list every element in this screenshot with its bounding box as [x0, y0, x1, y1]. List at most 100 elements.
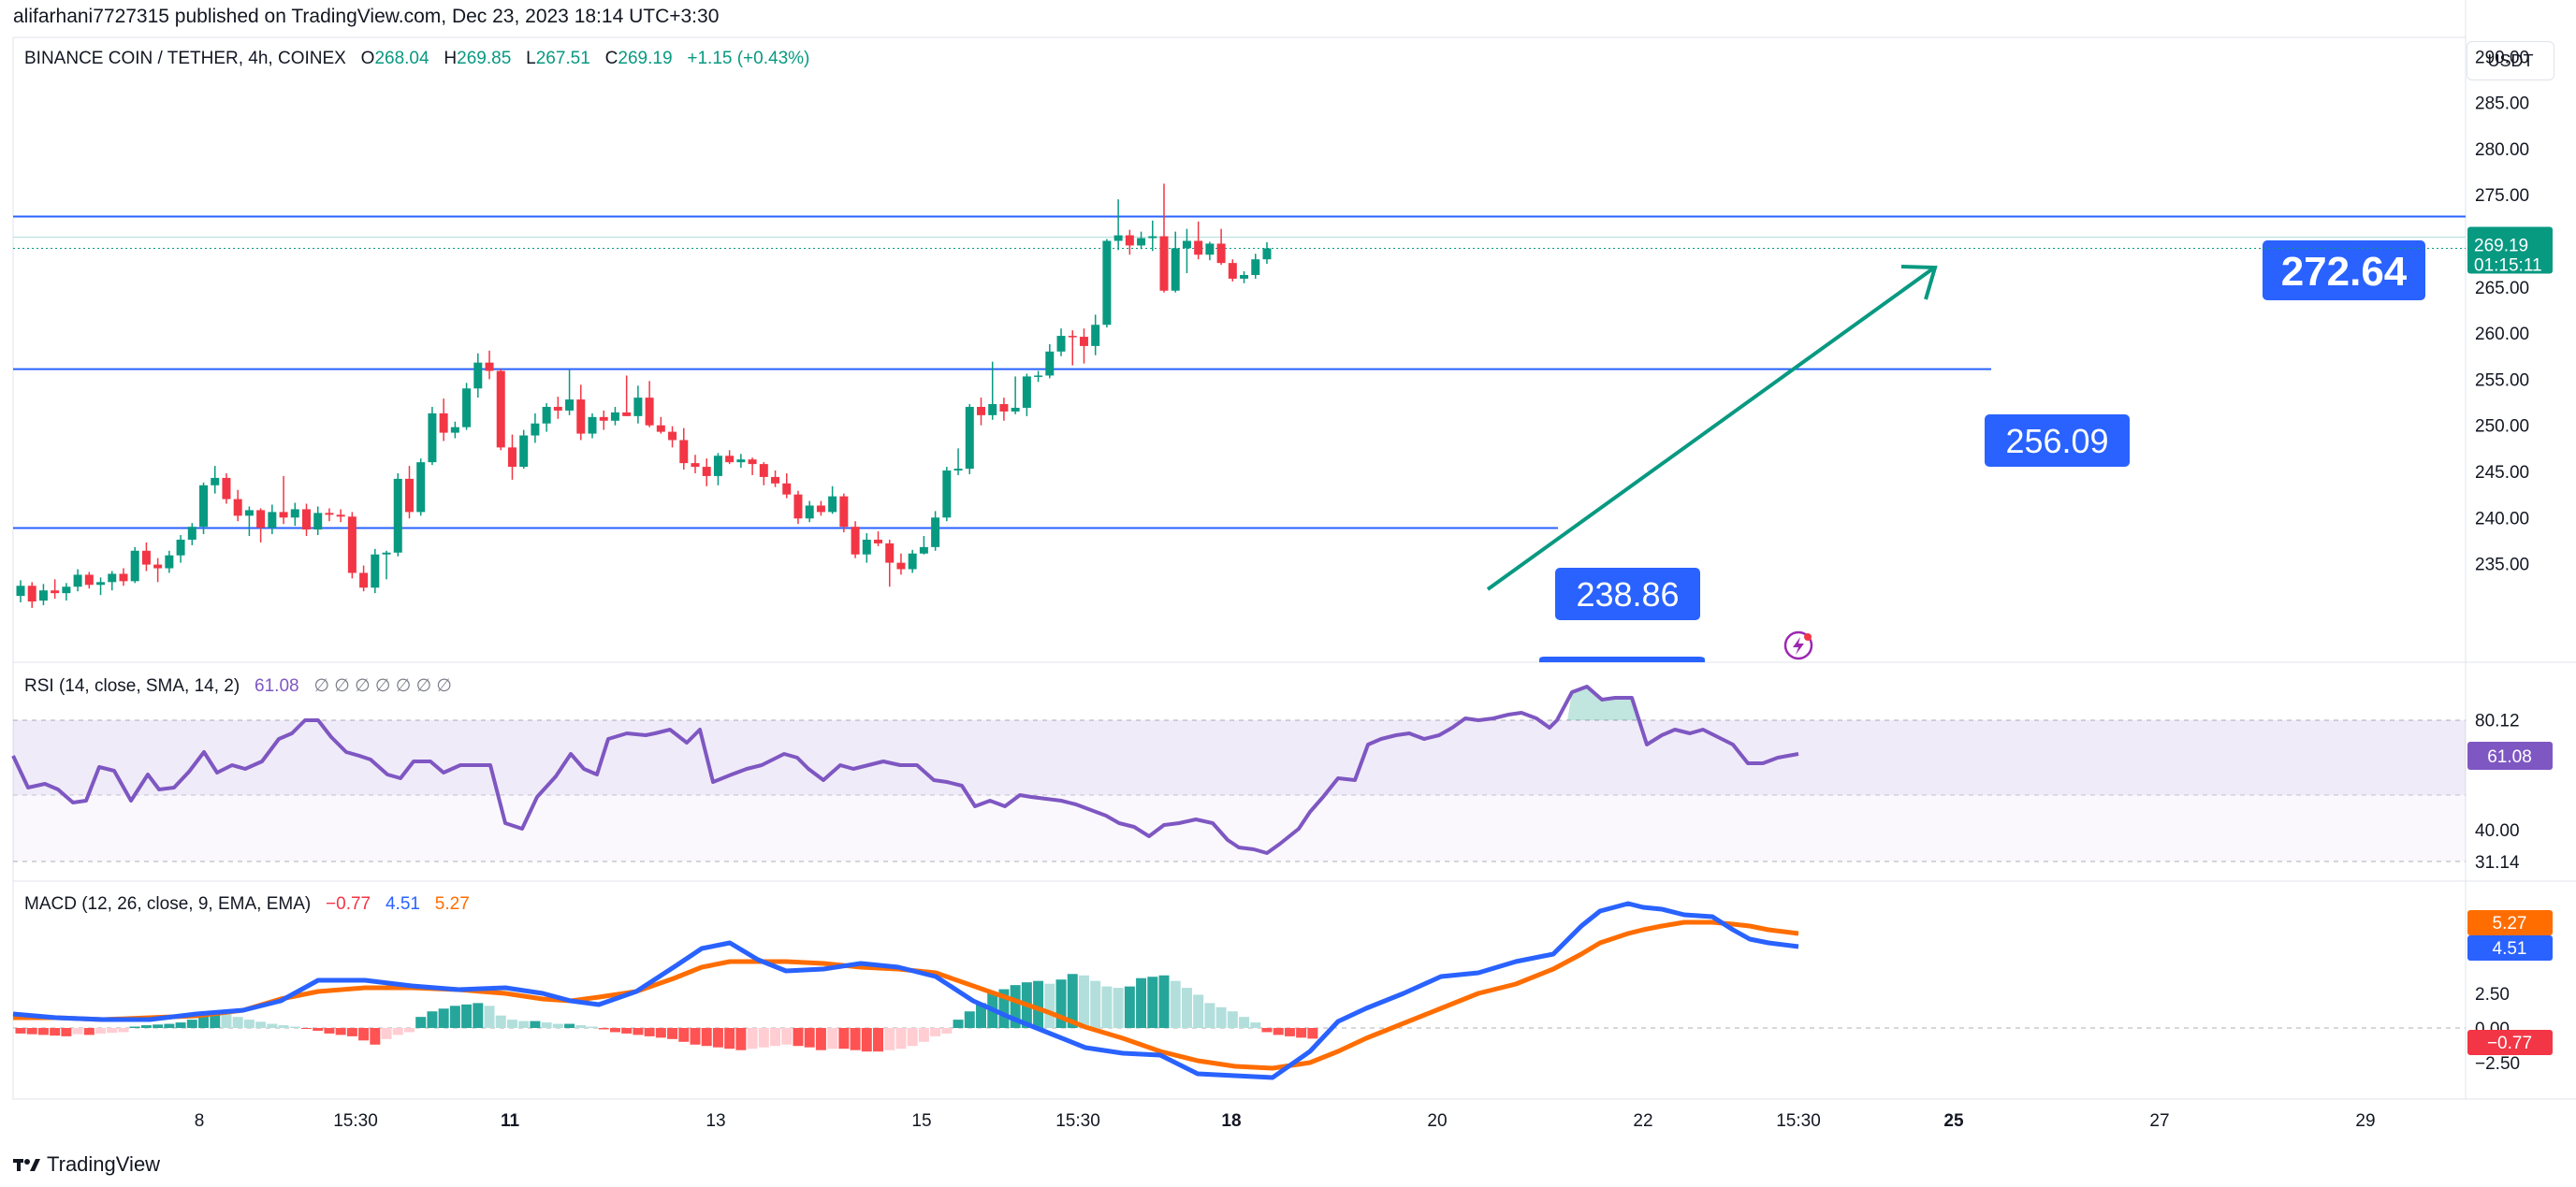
candle-body[interactable] — [919, 546, 928, 554]
candle-body[interactable] — [965, 406, 974, 470]
candle-body[interactable] — [336, 514, 345, 517]
candle-body[interactable] — [793, 494, 803, 519]
rsi-line[interactable] — [11, 685, 1799, 855]
candle-body[interactable] — [1091, 325, 1100, 346]
candle-body[interactable] — [1171, 248, 1180, 291]
candle-body[interactable] — [1079, 337, 1088, 346]
candle-body[interactable] — [656, 425, 665, 432]
candle-body[interactable] — [233, 499, 242, 516]
candle-body[interactable] — [782, 483, 792, 495]
candle-body[interactable] — [439, 413, 448, 433]
candle-body[interactable] — [290, 509, 299, 518]
candle-body[interactable] — [473, 362, 483, 389]
candle-body[interactable] — [176, 539, 185, 556]
candle-body[interactable] — [73, 574, 82, 587]
candle-body[interactable] — [1228, 263, 1237, 279]
candle-body[interactable] — [1137, 238, 1146, 246]
candle-body[interactable] — [953, 469, 963, 471]
candle-body[interactable] — [450, 427, 459, 433]
macd-signal-line[interactable] — [13, 919, 1799, 1071]
candle-body[interactable] — [27, 586, 36, 602]
candle-body[interactable] — [713, 456, 722, 476]
candle-body[interactable] — [199, 485, 209, 528]
candle-body[interactable] — [268, 512, 277, 528]
candle-body[interactable] — [942, 470, 952, 518]
candle-body[interactable] — [211, 477, 220, 485]
candle-body[interactable] — [416, 462, 426, 513]
candle-body[interactable] — [359, 572, 369, 588]
candle-body[interactable] — [1216, 243, 1226, 264]
candle-body[interactable] — [999, 404, 1009, 412]
candle-body[interactable] — [279, 512, 288, 518]
candle-body[interactable] — [725, 456, 735, 463]
macd-line[interactable] — [12, 901, 1799, 1080]
candle-body[interactable] — [839, 496, 849, 528]
candle-body[interactable] — [736, 459, 746, 463]
candle-body[interactable] — [1240, 274, 1249, 279]
candle-body[interactable] — [610, 412, 619, 421]
candle-body[interactable] — [302, 509, 311, 530]
candle-body[interactable] — [691, 463, 700, 468]
candle-body[interactable] — [1182, 240, 1191, 249]
candle-body[interactable] — [988, 404, 997, 415]
candle-body[interactable] — [404, 478, 414, 513]
candle-body[interactable] — [771, 476, 780, 484]
candle-body[interactable] — [130, 550, 139, 582]
candle-body[interactable] — [325, 513, 334, 515]
candle-body[interactable] — [531, 423, 540, 436]
level-tag[interactable] — [1555, 568, 1700, 620]
candle-body[interactable] — [1011, 407, 1020, 412]
candle-body[interactable] — [84, 574, 94, 586]
candle-body[interactable] — [542, 406, 551, 424]
candle-body[interactable] — [382, 552, 391, 555]
candle-body[interactable] — [393, 478, 402, 553]
candle-body[interactable] — [805, 505, 814, 519]
candle-body[interactable] — [1251, 259, 1260, 275]
candle-body[interactable] — [633, 398, 643, 416]
lightning-icon[interactable] — [1783, 630, 1813, 660]
candle-body[interactable] — [165, 555, 174, 569]
candle-body[interactable] — [816, 505, 825, 513]
tradingview-logo[interactable]: TradingView — [13, 1152, 160, 1177]
level-tag[interactable] — [2263, 240, 2425, 300]
rsi-legend[interactable]: RSI (14, close, SMA, 14, 2) 61.08 ∅ ∅ ∅ … — [24, 675, 452, 697]
candle-body[interactable] — [256, 510, 266, 528]
candle-body[interactable] — [347, 516, 357, 573]
candle-body[interactable] — [874, 539, 882, 543]
candle-body[interactable] — [759, 464, 768, 477]
candle-body[interactable] — [748, 459, 757, 465]
candle-body[interactable] — [1205, 243, 1215, 255]
candle-body[interactable] — [645, 398, 654, 426]
candle-body[interactable] — [1125, 235, 1134, 246]
candle-body[interactable] — [1159, 236, 1169, 291]
candle-body[interactable] — [622, 412, 632, 416]
candle-body[interactable] — [599, 416, 608, 421]
candle-body[interactable] — [576, 399, 586, 434]
level-tag[interactable] — [1985, 414, 2130, 467]
trend-arrow-line[interactable] — [1486, 267, 1935, 591]
candle-body[interactable] — [1113, 235, 1123, 241]
candle-body[interactable] — [519, 435, 529, 468]
candle-body[interactable] — [428, 413, 437, 463]
candle-body[interactable] — [885, 543, 895, 563]
candle-body[interactable] — [496, 370, 505, 448]
macd-legend[interactable]: MACD (12, 26, close, 9, EMA, EMA) −0.77 … — [24, 894, 470, 915]
candle-body[interactable] — [51, 590, 60, 594]
candle-body[interactable] — [908, 553, 917, 570]
candle-body[interactable] — [62, 586, 71, 594]
candle-body[interactable] — [244, 510, 254, 516]
candle-body[interactable] — [828, 496, 837, 513]
candle-body[interactable] — [141, 550, 151, 565]
candle-body[interactable] — [976, 406, 985, 415]
candle-body[interactable] — [862, 539, 871, 555]
candle-body[interactable] — [1068, 336, 1077, 338]
candle-body[interactable] — [187, 527, 196, 540]
candle-body[interactable] — [153, 564, 163, 569]
symbol-title[interactable]: BINANCE COIN / TETHER, 4h, COINEX — [24, 49, 346, 68]
candle-body[interactable] — [119, 573, 128, 582]
candle-body[interactable] — [1262, 248, 1272, 260]
candle-body[interactable] — [679, 440, 689, 464]
candle-body[interactable] — [668, 431, 677, 441]
candle-body[interactable] — [96, 582, 106, 586]
